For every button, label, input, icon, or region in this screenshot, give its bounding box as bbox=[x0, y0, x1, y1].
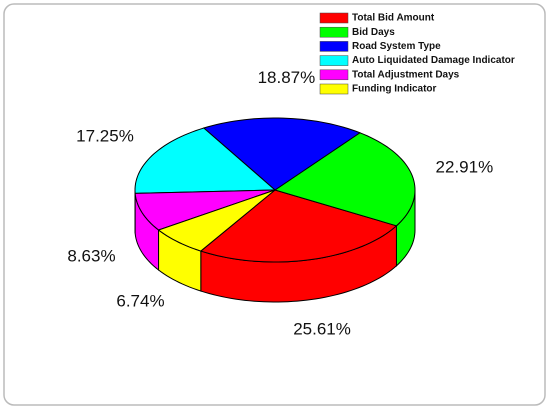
legend: Total Bid Amount Bid Days Road System Type… bbox=[319, 12, 515, 95]
legend-swatch bbox=[319, 12, 349, 24]
data-label: 18.87% bbox=[258, 68, 316, 87]
slice bbox=[134, 189, 276, 231]
slice bbox=[273, 132, 416, 227]
legend-label: Auto Liquidated Damage Indicator bbox=[352, 55, 515, 66]
slice bbox=[202, 117, 362, 191]
pie-tops bbox=[134, 117, 416, 263]
legend-label: Total Bid Amount bbox=[352, 13, 435, 24]
data-label: 6.74% bbox=[116, 292, 164, 311]
data-label: 8.63% bbox=[67, 246, 115, 265]
legend-label: Road System Type bbox=[352, 41, 441, 52]
legend-swatch bbox=[319, 41, 349, 52]
legend-swatch bbox=[319, 69, 349, 81]
slice bbox=[199, 189, 398, 263]
pie-sides bbox=[134, 189, 416, 303]
data-label: 22.91% bbox=[436, 157, 494, 176]
legend-swatch bbox=[319, 26, 349, 38]
data-label: 17.25% bbox=[76, 126, 134, 145]
legend-label: Total Adjustment Days bbox=[352, 69, 460, 80]
slice bbox=[134, 127, 277, 194]
legend-label: Funding Indicator bbox=[352, 84, 437, 95]
legend-swatch bbox=[319, 55, 349, 66]
slice bbox=[157, 189, 276, 252]
legend-swatch bbox=[319, 83, 349, 95]
data-label: 25.61% bbox=[293, 320, 351, 339]
legend-label: Bid Days bbox=[352, 27, 395, 38]
